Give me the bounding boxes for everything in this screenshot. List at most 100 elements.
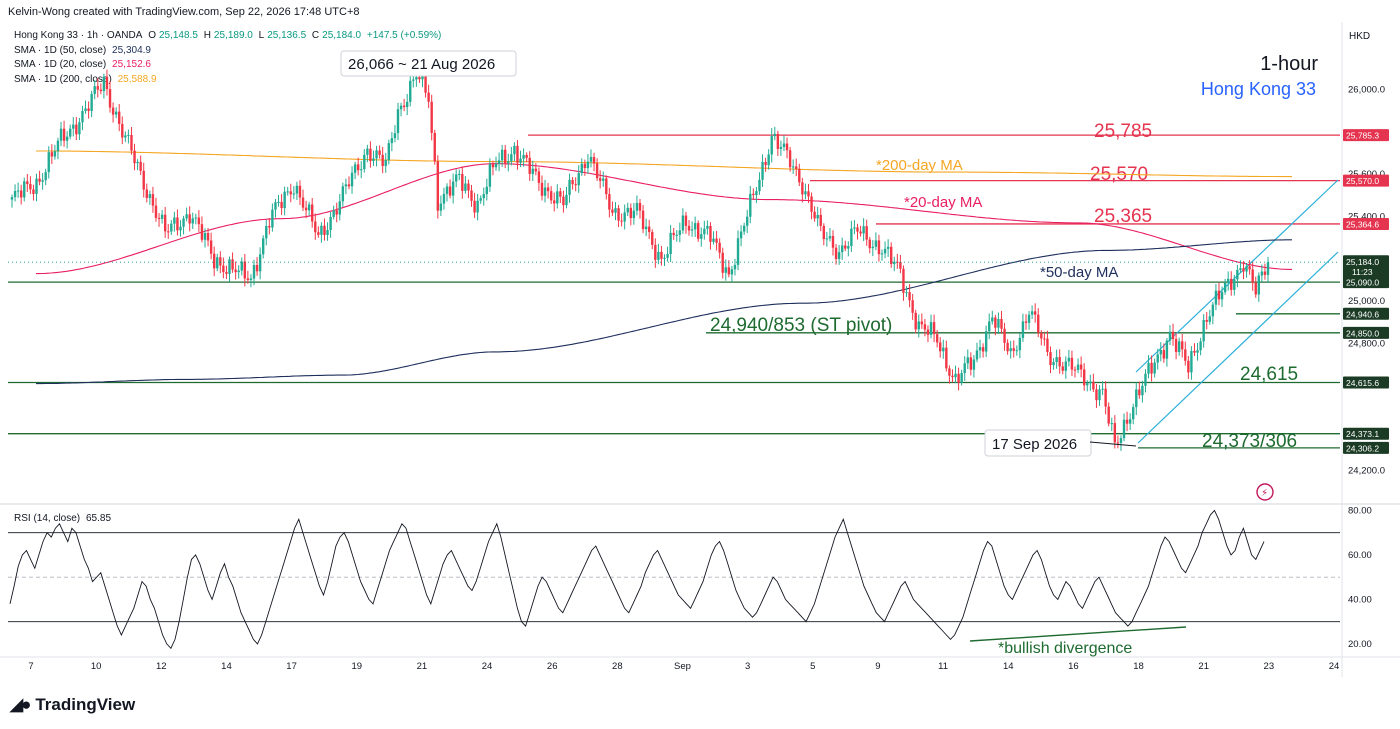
candle-body [1138,389,1141,396]
level-price-tag-text: 24,306.2 [1346,443,1379,453]
candle-body [412,79,415,81]
candle-body [1104,388,1107,407]
candle-body [292,193,296,195]
candle-body [902,268,905,293]
legend-close: 25,184.0 [322,30,362,41]
candle-body [369,148,372,162]
candle-body [387,143,390,161]
candle-body [415,77,418,80]
legend-row-sma50[interactable]: SMA · 1D (50, close) 25,304.9 [14,44,444,59]
candle-body [727,267,731,275]
candle-body [890,246,893,265]
candle-body [654,244,657,260]
candle-body [433,132,436,162]
time-tick-label: 14 [1003,661,1014,672]
candle-body [494,163,498,168]
candle-body [329,216,332,231]
candle-body [246,278,250,280]
sma-series-label: *50-day MA [1040,264,1118,281]
legend-row-sma200[interactable]: SMA · 1D (200, close) 25,588.9 [14,73,444,88]
time-tick-label: 7 [28,661,33,672]
price-tick-label: 24,800.0 [1348,338,1385,349]
candle-body [825,238,829,240]
candle-body [118,111,121,124]
legend-row-symbol: Hong Kong 33 · 1h · OANDA O 25,148.5 H 25,… [14,29,444,44]
candle-body [170,223,173,232]
candle-body [718,242,721,253]
candle-body [733,264,737,270]
rsi-tick-label: 40.00 [1348,594,1372,605]
candle-body [651,232,654,245]
candle-body [1119,438,1123,443]
legend-symbol[interactable]: Hong Kong 33 · 1h · OANDA [14,30,143,41]
rsi-tick-label: 80.00 [1348,505,1372,516]
candle-body [1193,350,1196,353]
candle-body [595,163,599,179]
candle-body [1147,362,1150,374]
candle-body [277,201,280,203]
candle-body [393,133,397,139]
candle-body [1116,442,1120,444]
currency-label[interactable]: HKD [1349,31,1371,42]
candle-body [378,150,381,155]
candle-body [963,363,966,374]
candle-body [111,107,115,115]
candle-body [1196,350,1199,353]
candle-body [966,357,969,364]
candle-body [307,204,311,211]
candle-body [314,221,317,233]
candle-body [1236,269,1239,280]
candle-body [78,122,81,135]
candle-body [531,168,534,174]
flash-icon[interactable] [1256,483,1274,501]
candle-body [580,163,583,174]
candle-body [562,196,565,206]
candle-body [1052,362,1055,366]
candle-body [1159,350,1162,355]
candle-body [844,245,847,249]
candle-body [761,161,764,180]
candle-body [243,261,247,279]
candle-body [1021,321,1025,338]
annotation-low-text: 17 Sep 2026 [992,436,1077,453]
candle-body [791,166,795,168]
candle-body [338,201,341,215]
legend-change: +147.5 (+0.59%) [366,30,442,41]
level-price-tag [1343,217,1389,230]
candle-body [1181,341,1184,350]
candle-body [828,236,832,239]
candle-body [127,134,130,136]
candle-body [690,229,694,231]
candle-body [1012,348,1015,351]
legend-row-sma20[interactable]: SMA · 1D (20, close) 25,152.6 [14,58,444,73]
last-price-value: 25,184.0 [1346,257,1379,267]
candle-body [105,76,109,90]
price-tick-label: 25,000.0 [1348,296,1385,307]
candle-body [819,214,822,226]
time-tick-label: 17 [286,661,297,672]
candle-body [381,154,384,167]
candle-body [206,232,210,241]
candle-body [516,145,519,163]
candle-body [991,317,994,322]
candle-body [1027,314,1031,323]
candle-body [1153,362,1156,374]
candle-body [553,200,556,204]
candle-body [565,194,568,206]
time-tick-label: 23 [1264,661,1275,672]
candle-body [700,234,703,239]
candle-body [951,375,954,378]
annotation-peak-text: 26,066 ~ 21 Aug 2026 [348,56,495,73]
tradingview-logo[interactable]: ◢● TradingView [10,695,135,715]
candle-body [1107,406,1110,424]
candle-body [856,227,859,232]
candle-body [19,190,23,198]
candle-body [448,186,452,196]
candle-body [589,157,593,162]
candle-body [151,194,155,206]
candle-body [1125,419,1129,424]
candle-body [476,200,479,213]
candle-body [684,215,688,226]
candle-body [988,321,991,332]
